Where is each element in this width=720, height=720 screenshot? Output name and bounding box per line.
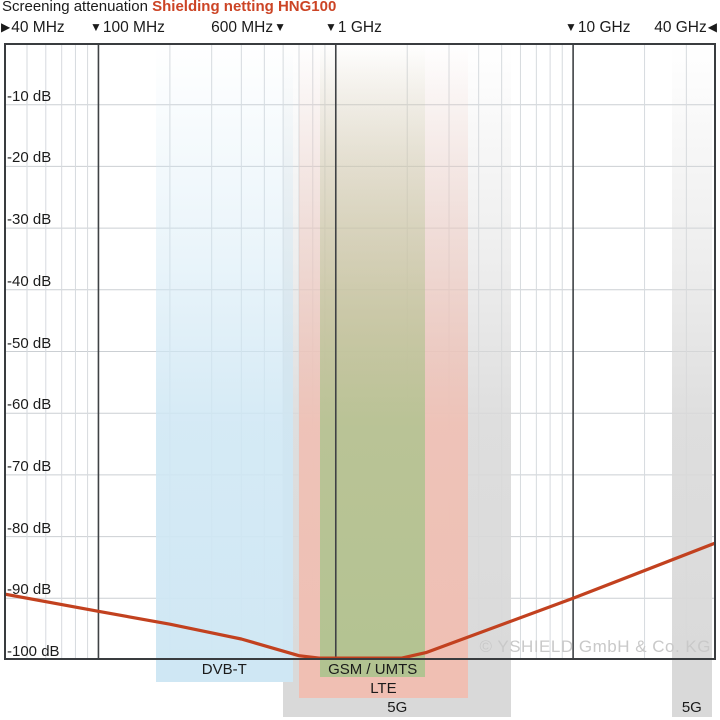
db-label-90: -90 dB xyxy=(7,581,52,599)
db-label-60: -60 dB xyxy=(7,396,52,414)
tick-label: 10 GHz xyxy=(577,19,631,36)
freq-tick-100-mhz: ▼100 MHz xyxy=(89,16,165,40)
band-label-gsm-umts: GSM / UMTS xyxy=(328,661,418,678)
db-label-50: -50 dB xyxy=(7,334,52,352)
db-label-10: -10 dB xyxy=(7,87,52,105)
band-label-dvb-t: DVB-T xyxy=(201,661,247,678)
freq-tick-1-ghz: ▼1 GHz xyxy=(324,16,382,40)
chart-title: Screening attenuation Shielding netting … xyxy=(2,0,336,16)
frequency-axis: ▶40 MHz ▼100 MHz 600 MHz▼ ▼1 GHz ▼10 GHz 40 G… xyxy=(0,16,720,41)
tick-arrow-down-icon: ▼ xyxy=(565,20,577,34)
band-label-5g-mmwave: 5G xyxy=(681,699,702,716)
attenuation-curve xyxy=(4,541,716,660)
band-strip-5g-mmwave xyxy=(671,660,713,717)
freq-tick-40-mhz: ▶40 MHz xyxy=(0,16,65,40)
band-gsm-umts xyxy=(320,43,426,660)
band-label-lte: LTE xyxy=(370,680,397,697)
band-strip-gsm-umts xyxy=(320,660,426,677)
tick-arrow-right-icon: ▶ xyxy=(1,20,11,34)
tick-arrow-down-icon: ▼ xyxy=(90,20,102,34)
db-label-70: -70 dB xyxy=(7,457,52,475)
band-dvb-t xyxy=(155,43,293,660)
db-label-40: -40 dB xyxy=(7,272,52,290)
tick-arrow-down-icon: ▼ xyxy=(274,20,286,34)
db-label-30: -30 dB xyxy=(7,211,52,229)
freq-tick-40-ghz: 40 GHz◀ xyxy=(654,16,718,40)
band-label-5g-sub6: 5G xyxy=(387,699,408,716)
db-label-80: -80 dB xyxy=(7,519,52,537)
tick-arrow-down-icon: ▼ xyxy=(325,20,337,34)
chart-title-product: Shielding netting HNG100 xyxy=(152,0,337,15)
chart-title-prefix: Screening attenuation xyxy=(2,0,148,15)
curve-layer xyxy=(4,43,716,660)
plot-area: -10 dB -20 dB -30 dB -40 dB -50 dB -60 dB -70 … xyxy=(4,43,716,660)
watermark: © YSHIELD GmbH & Co. KG xyxy=(479,637,711,656)
tick-label: 40 MHz xyxy=(11,19,65,36)
db-label-100: -100 dB xyxy=(7,643,60,660)
tick-label: 40 GHz xyxy=(654,19,707,36)
db-label-20: -20 dB xyxy=(7,149,52,167)
freq-tick-600-mhz: 600 MHz▼ xyxy=(211,16,287,40)
tick-arrow-left-icon: ◀ xyxy=(707,20,717,34)
tick-label: 100 MHz xyxy=(102,19,165,36)
tick-label: 1 GHz xyxy=(337,19,382,36)
freq-tick-10-ghz: ▼10 GHz xyxy=(564,16,630,40)
tick-label: 600 MHz xyxy=(211,19,274,36)
band-label-strip: 5G LTE GSM / UMTS DVB-T 5G xyxy=(4,660,716,718)
band-strip-dvb-t xyxy=(155,660,293,682)
